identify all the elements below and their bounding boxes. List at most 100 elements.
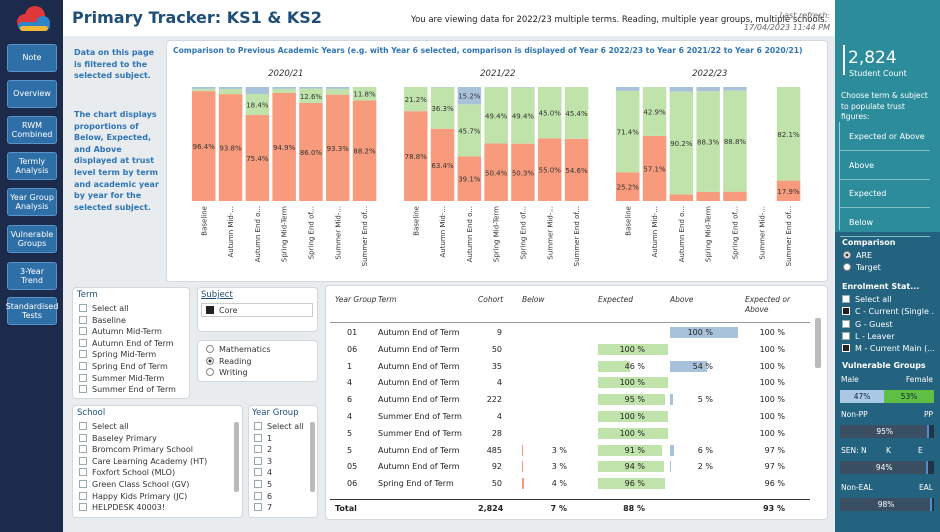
data-bar bbox=[670, 461, 672, 473]
cell: 2 % bbox=[697, 462, 713, 472]
expected-label: 45.0% bbox=[539, 110, 562, 118]
expected-label: 45.4% bbox=[565, 110, 588, 118]
cell: 2,824 bbox=[478, 504, 504, 513]
checkbox-item[interactable]: L - Leaver bbox=[842, 331, 934, 341]
scrollbar[interactable] bbox=[310, 422, 315, 492]
below-segment bbox=[642, 135, 667, 201]
slicer-item[interactable]: 1 bbox=[254, 433, 309, 443]
nav-button[interactable]: Standardised Tests bbox=[6, 297, 58, 325]
checkbox bbox=[842, 331, 850, 340]
radio-option[interactable]: Reading bbox=[206, 356, 251, 366]
nav-button[interactable]: Year Group Analysis bbox=[7, 188, 57, 216]
nav-button[interactable]: Note bbox=[7, 44, 57, 72]
below-label: 94.9% bbox=[273, 144, 296, 152]
cell: 4 % bbox=[551, 479, 567, 489]
slicer-item[interactable]: Green Class School (GV) bbox=[79, 480, 229, 489]
cell: 50 bbox=[491, 479, 502, 489]
slicer-item[interactable]: Select all bbox=[254, 422, 309, 431]
trust-button[interactable]: Above bbox=[849, 160, 875, 170]
checkbox-item[interactable]: Select all bbox=[842, 295, 934, 304]
expected-segment bbox=[272, 88, 296, 93]
slicer-title: Year Group bbox=[252, 408, 299, 418]
trust-button[interactable]: Below bbox=[849, 217, 874, 227]
header-bar bbox=[63, 0, 835, 36]
cell: 05 bbox=[347, 462, 358, 472]
slicer-item[interactable]: HELPDESK 40003! bbox=[79, 503, 229, 512]
trust-button[interactable]: Expected bbox=[849, 189, 887, 198]
expected-segment bbox=[218, 88, 243, 95]
slicer-item[interactable]: Foxfort School (MLO) bbox=[79, 468, 229, 477]
page-title: Primary Tracker: KS1 & KS2 bbox=[72, 8, 322, 27]
data-bar bbox=[522, 461, 524, 473]
expected-segment bbox=[484, 87, 508, 144]
cell: 95 % bbox=[624, 395, 645, 405]
cell: 4 bbox=[496, 378, 502, 388]
checkbox-item[interactable]: C - Current (Single ... bbox=[842, 307, 934, 316]
data-bar bbox=[598, 394, 665, 406]
separator bbox=[840, 235, 930, 237]
expected-label: 45.7% bbox=[458, 127, 481, 135]
checkbox-item[interactable]: G - Guest bbox=[842, 319, 934, 329]
radio bbox=[206, 368, 214, 376]
slicer-item[interactable]: 7 bbox=[254, 503, 309, 512]
trust-button[interactable]: Expected or Above bbox=[849, 132, 925, 141]
nav-button[interactable]: 3-Year Trend bbox=[7, 262, 57, 290]
slicer-item[interactable]: Bromcom Primary School bbox=[79, 445, 229, 454]
slicer-item[interactable]: Autumn End of Term bbox=[79, 338, 189, 348]
slicer-selected[interactable]: Core bbox=[201, 303, 313, 317]
group-bar bbox=[840, 461, 929, 474]
radio-option[interactable]: ARE bbox=[843, 251, 872, 260]
expected-segment bbox=[642, 87, 667, 136]
nav-button[interactable]: RWM Combined bbox=[7, 116, 57, 144]
below-segment bbox=[696, 191, 720, 201]
slicer-item[interactable]: 6 bbox=[254, 491, 309, 501]
slicer-item[interactable]: Summer Mid-Term bbox=[79, 373, 189, 383]
slicer-item[interactable]: 4 bbox=[254, 468, 309, 477]
expected-segment bbox=[564, 87, 589, 139]
radio-option[interactable]: Writing bbox=[206, 368, 248, 377]
data-bar bbox=[598, 343, 668, 355]
scrollbar[interactable] bbox=[234, 422, 239, 492]
cell: Spring End of Term bbox=[378, 479, 454, 489]
header-separator bbox=[330, 322, 810, 323]
checkbox bbox=[79, 362, 87, 370]
group-label: Female bbox=[905, 375, 933, 384]
slicer-item[interactable]: Happy Kids Primary (JC) bbox=[79, 491, 229, 501]
slicer-item[interactable]: Select all bbox=[79, 422, 229, 431]
slicer-item[interactable]: Spring Mid-Term bbox=[79, 350, 189, 359]
data-bar bbox=[670, 394, 674, 406]
column-header: Expected or Above bbox=[745, 295, 791, 314]
cell: 100 % bbox=[619, 428, 645, 438]
cell: 1 bbox=[347, 361, 353, 371]
data-bar bbox=[598, 461, 664, 473]
cell: 100 % bbox=[759, 378, 785, 388]
slicer-item[interactable]: Care Learning Academy (HT) bbox=[79, 456, 229, 466]
expected-segment bbox=[245, 94, 270, 116]
slicer-item[interactable]: Select all bbox=[79, 304, 189, 313]
cell: Autumn End of Term bbox=[378, 462, 460, 472]
slicer-item[interactable]: 2 bbox=[254, 445, 309, 454]
cell: 54 % bbox=[692, 361, 713, 371]
slicer-item[interactable]: 3 bbox=[254, 456, 309, 466]
cell: Autumn End of Term bbox=[378, 378, 460, 388]
category-label: Summer Mid-... bbox=[758, 206, 766, 260]
slicer-item[interactable]: Spring End of Term bbox=[79, 362, 189, 371]
column-header: Above bbox=[670, 295, 694, 304]
group-label: Non-PP bbox=[841, 410, 868, 419]
nav-button[interactable]: Termly Analysis bbox=[7, 152, 57, 180]
slicer-item[interactable]: Baseley Primary bbox=[79, 433, 229, 443]
nav-button[interactable]: Overview bbox=[7, 80, 57, 108]
checkbox-item[interactable]: M - Current Main (... bbox=[842, 344, 934, 353]
slicer-item[interactable]: Summer End of Term bbox=[79, 385, 189, 394]
slicer-item[interactable]: Autumn Mid-Term bbox=[79, 327, 189, 336]
below-segment bbox=[272, 92, 296, 201]
radio-option[interactable]: Target bbox=[843, 262, 881, 272]
nav-button[interactable]: Vulnerable Groups bbox=[7, 225, 57, 253]
cell: 94 % bbox=[624, 462, 645, 472]
expected-label: 49.4% bbox=[485, 112, 508, 120]
category-label: Autumn End o... bbox=[678, 206, 686, 262]
radio-option[interactable]: Mathematics bbox=[206, 345, 271, 354]
slicer-item[interactable]: Baseline bbox=[79, 315, 189, 325]
scrollbar[interactable] bbox=[815, 318, 821, 368]
slicer-item[interactable]: 5 bbox=[254, 480, 309, 489]
